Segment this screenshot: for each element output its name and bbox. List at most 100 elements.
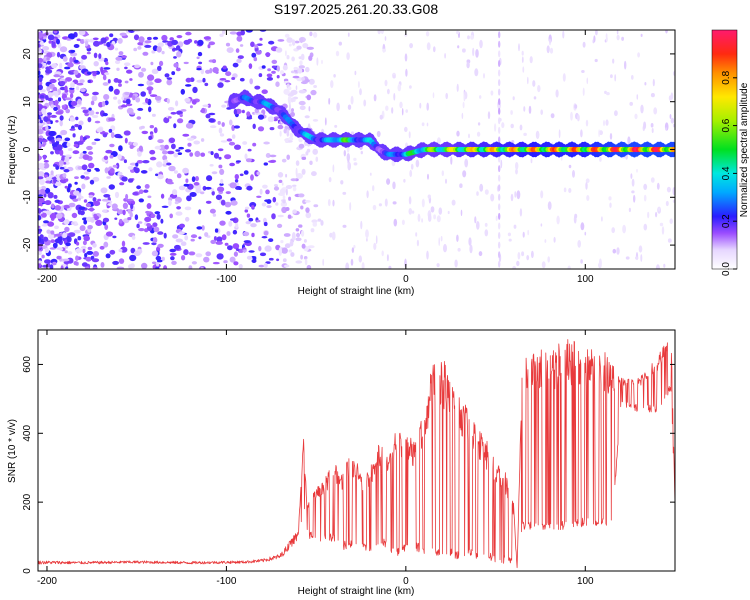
spectrogram-noise-blob: [132, 95, 136, 101]
spectrogram-noise-blob: [93, 213, 98, 218]
spectrogram-noise-blob: [167, 107, 175, 111]
spectrogram-noise-blob: [301, 76, 305, 81]
spectrogram-noise-blob: [209, 125, 217, 129]
spectrogram-noise-blob: [185, 77, 192, 83]
spectrogram-noise-blob: [269, 127, 275, 131]
spectrogram-noise-blob: [232, 243, 240, 250]
spectrogram-noise-blob: [234, 179, 239, 183]
spectrogram-noise-blob: [426, 42, 431, 51]
spectrogram-noise-blob: [290, 89, 298, 95]
spectrogram-noise-blob: [425, 31, 430, 37]
spectrogram-noise-blob: [332, 164, 335, 173]
spectrogram-noise-blob: [415, 232, 418, 237]
spectrogram-noise-blob: [531, 250, 534, 259]
spectrogram-noise-blob: [236, 58, 242, 64]
spectrogram-noise-blob: [495, 215, 498, 221]
spectrogram-noise-blob: [223, 260, 228, 264]
spectrogram-noise-blob: [253, 57, 258, 62]
spectrogram-noise-blob: [173, 123, 177, 129]
spectrogram-noise-blob: [515, 162, 519, 170]
spectrogram-noise-blob: [148, 106, 152, 113]
spectrogram-noise-blob: [333, 74, 336, 78]
spectrogram-noise-blob: [609, 133, 613, 140]
spectrogram-noise-blob: [427, 194, 431, 199]
spectrogram-noise-blob: [196, 79, 203, 83]
spectrogram-noise-blob: [640, 33, 643, 38]
spectrogram-noise-blob: [192, 86, 198, 94]
spectrogram-noise-blob: [69, 93, 74, 99]
spectrogram-noise-blob: [636, 168, 638, 173]
spectrogram-noise-blob: [462, 170, 467, 178]
spectrogram-noise-blob: [373, 94, 377, 102]
spectrogram-marks: [38, 30, 675, 269]
spectrogram-noise-blob: [307, 245, 315, 249]
spectrogram-noise-blob: [71, 212, 78, 219]
spectrogram-noise-blob: [137, 151, 142, 157]
spectrogram-noise-blob: [174, 244, 181, 250]
spectrogram-noise-blob: [643, 223, 648, 231]
spectrogram-noise-blob: [63, 66, 71, 70]
spectrogram-noise-blob: [205, 113, 211, 119]
spectrogram-noise-blob: [522, 231, 525, 238]
spectrogram-noise-blob: [209, 164, 214, 167]
spectrogram-noise-blob: [152, 36, 159, 40]
spectrogram-noise-blob: [124, 66, 128, 70]
spectrogram-noise-blob: [198, 209, 202, 215]
spectrogram-noise-blob: [234, 174, 239, 180]
spectrogram-noise-blob: [54, 233, 62, 237]
spectrogram-noise-blob: [233, 251, 238, 257]
spectrogram-noise-blob: [167, 150, 175, 155]
spectrogram-noise-blob: [38, 67, 41, 71]
spectrogram-noise-blob: [409, 169, 413, 178]
spectrogram-noise-blob: [288, 196, 292, 201]
spectrogram-noise-blob: [231, 77, 236, 80]
spectrogram-noise-blob: [38, 138, 44, 142]
spectrogram-noise-blob: [186, 195, 192, 202]
spectrogram-noise-blob: [404, 126, 408, 132]
spectrogram-noise-blob: [138, 36, 145, 43]
spectrogram-noise-blob: [301, 156, 307, 160]
spectrogram-noise-blob: [50, 151, 54, 155]
spectrogram-noise-blob: [498, 212, 501, 220]
spectrogram-noise-blob: [169, 37, 174, 41]
spectrogram-noise-blob: [180, 241, 187, 246]
spectrogram-noise-blob: [251, 52, 257, 58]
spectrogram-noise-blob: [62, 258, 70, 262]
spectrogram-noise-blob: [461, 112, 464, 119]
spectrogram-noise-blob: [238, 264, 243, 269]
spectrogram-noise-blob: [241, 109, 245, 114]
spectrogram-noise-blob: [215, 241, 223, 245]
spectrogram-noise-blob: [86, 250, 94, 255]
spectrogram-noise-blob: [141, 67, 147, 72]
spectrogram-noise-blob: [549, 47, 554, 54]
spectrogram-noise-blob: [104, 224, 109, 231]
spectrogram-noise-blob: [335, 50, 340, 57]
spectrogram-noise-blob: [240, 30, 245, 36]
spectrogram-noise-blob: [510, 123, 514, 129]
spectrogram-noise-blob: [672, 71, 675, 76]
spectrogram-noise-blob: [386, 178, 391, 185]
spectrogram-noise-blob: [479, 95, 482, 99]
spectrogram-noise-blob: [74, 176, 79, 180]
spectrogram-noise-blob: [106, 41, 111, 48]
spectrogram-noise-blob: [68, 232, 76, 238]
spectrogram-noise-blob: [45, 69, 53, 74]
spectrogram-noise-blob: [268, 257, 274, 261]
spectrogram-noise-blob: [89, 38, 95, 43]
spectrogram-noise-blob: [320, 220, 324, 226]
spectrogram-noise-blob: [218, 156, 222, 160]
spectrogram-noise-blob: [82, 93, 90, 97]
spectrogram-noise-blob: [82, 240, 87, 246]
spectrogram-noise-blob: [131, 235, 136, 240]
spectrogram-noise-blob: [250, 41, 255, 48]
spectrogram-noise-blob: [289, 240, 294, 247]
spectrogram-noise-blob: [129, 254, 137, 262]
spectrogram-noise-blob: [285, 50, 287, 57]
spectrogram-noise-blob: [658, 207, 661, 212]
spectrogram-noise-blob: [296, 173, 303, 179]
spectrogram-noise-blob: [113, 88, 120, 95]
spectrogram-noise-blob: [462, 101, 465, 109]
spectrogram-noise-blob: [391, 107, 394, 114]
spectrogram-noise-blob: [63, 169, 70, 173]
spectrogram-noise-blob: [278, 247, 282, 256]
